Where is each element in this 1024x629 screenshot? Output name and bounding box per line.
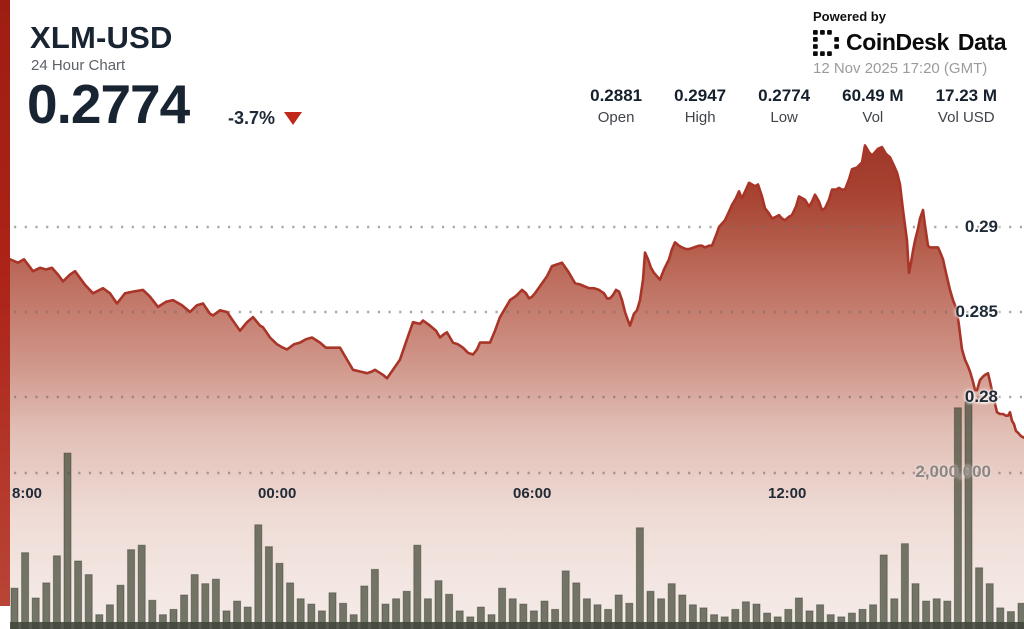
stat-high: 0.2947 High [674,86,726,127]
x-axis-label-0000: 00:00 [258,485,297,502]
brand-coindesk: CoinDesk [846,29,949,55]
chart-subtitle: 24 Hour Chart [31,57,126,74]
volume-bars [10,401,1024,629]
volume-axis-label: 2,000,000 [915,462,991,481]
stat-high-label: High [684,109,716,126]
coindesk-logo-icon [813,29,839,56]
y-axis-label-028: 0.28 [964,387,998,406]
dotted-gridlines [14,225,1024,475]
price-line [8,144,1024,440]
stat-high-value: 0.2947 [674,86,727,105]
stat-low: 0.2774 Low [758,86,810,127]
stat-open: 0.2881 Open [590,86,642,127]
change-percent: -3.7% [228,108,276,128]
axis-baseline [10,622,1024,629]
stat-vol-usd: 17.23 M Vol USD [936,86,997,127]
ohlc-stats-row: 0.2881 Open 0.2947 High 0.2774 Low 60.49… [590,86,997,127]
stat-low-label: Low [770,109,798,126]
stat-vol-usd-value: 17.23 M [935,86,997,105]
stat-low-value: 0.2774 [758,86,811,105]
x-axis-label-0600: 06:00 [513,485,552,502]
y-axis-label-0285: 0.285 [955,302,998,321]
stat-open-value: 0.2881 [590,86,643,105]
stat-vol-value: 60.49 M [842,86,904,105]
current-price: 0.2774 [27,73,190,135]
timestamp: 12 Nov 2025 17:20 (GMT) [813,60,988,77]
coindesk-data-logo[interactable]: CoinDesk Data [813,29,1013,56]
x-axis-label-1800: 8:00 [12,485,43,502]
stat-open-label: Open [597,109,635,126]
powered-by-label: Powered by [813,9,886,24]
brand-data: Data [957,29,1007,55]
pair-title: XLM-USD [30,20,173,55]
x-axis-label-1200: 12:00 [768,485,807,502]
down-arrow-icon [284,112,303,125]
stat-vol-usd-label: Vol USD [937,109,995,126]
price-area-fill [10,145,1024,629]
stat-vol: 60.49 M Vol [842,86,903,127]
stat-vol-label: Vol [862,109,884,126]
y-axis-label-029: 0.29 [964,217,998,236]
price-change: -3.7% [228,108,303,129]
left-accent-stripe [0,0,10,606]
powered-by-block: Powered by CoinDesk Data 12 Nov [813,9,1013,77]
